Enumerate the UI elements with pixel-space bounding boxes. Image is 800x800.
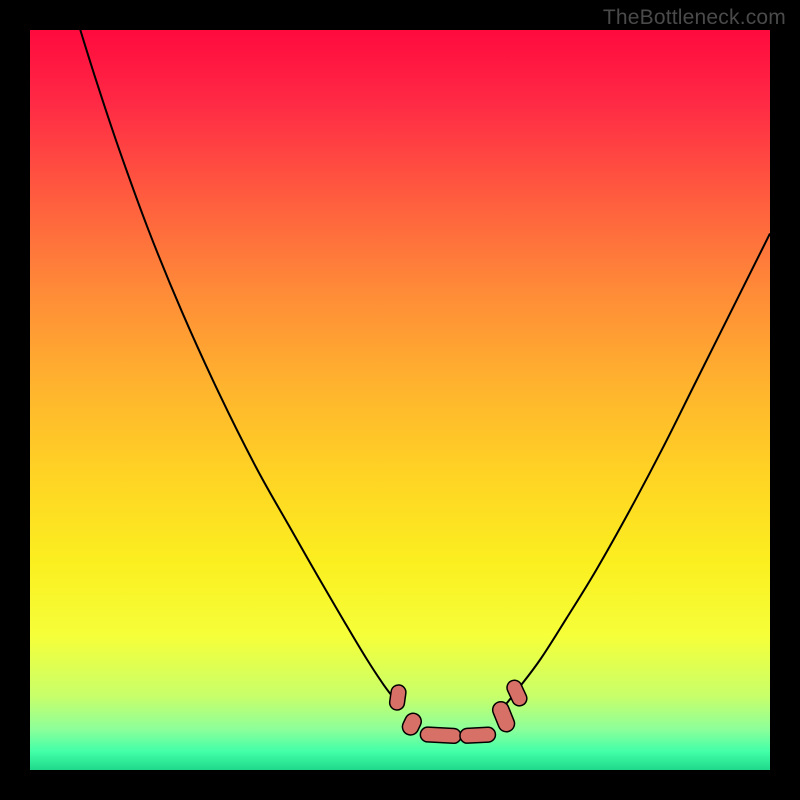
valley-marker — [389, 684, 407, 711]
marker-layer — [30, 30, 770, 770]
valley-marker — [490, 699, 517, 734]
watermark-text: TheBottleneck.com — [603, 6, 786, 30]
marker-group — [389, 678, 530, 744]
valley-marker — [420, 727, 461, 744]
canvas-root: TheBottleneck.com — [0, 0, 800, 800]
valley-marker — [505, 678, 530, 708]
valley-marker — [460, 727, 496, 744]
plot-area — [30, 30, 770, 770]
